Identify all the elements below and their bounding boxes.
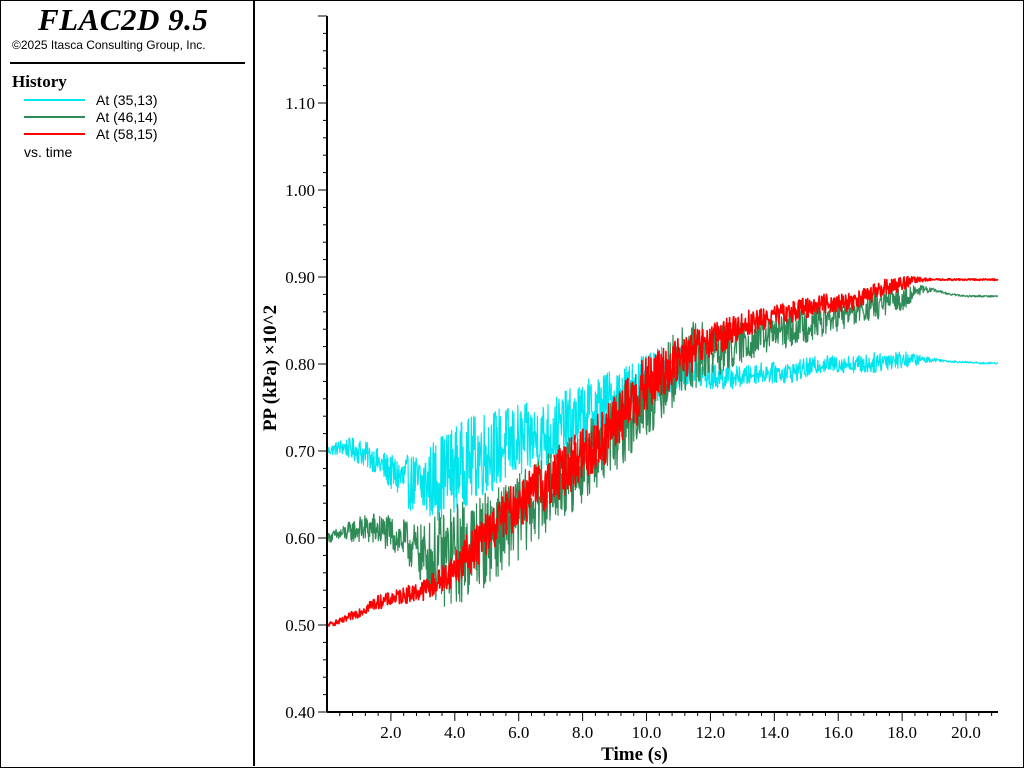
x-tick-label: 12.0	[696, 723, 726, 742]
x-tick-label: 6.0	[508, 723, 529, 742]
series-line-2	[326, 284, 999, 607]
legend-swatch-green	[24, 116, 85, 118]
legend-label: At (46,14)	[96, 109, 158, 125]
y-tick-label: 1.10	[285, 94, 315, 113]
app-title: FLAC2D 9.5	[38, 2, 209, 37]
y-tick-label: 0.90	[285, 268, 315, 287]
x-tick-label: 18.0	[887, 723, 917, 742]
x-tick-label: 14.0	[759, 723, 789, 742]
legend-panel: FLAC2D 9.5 ©2025 Itasca Consulting Group…	[0, 0, 255, 766]
y-tick-label: 0.80	[285, 355, 315, 374]
series-layer	[326, 275, 999, 627]
x-tick-label: 2.0	[380, 723, 401, 742]
x-tick-label: 8.0	[572, 723, 593, 742]
legend-label: At (35,13)	[96, 92, 158, 108]
legend-divider	[10, 62, 245, 64]
legend-swatch-cyan	[24, 99, 85, 101]
series-line-3	[326, 275, 999, 627]
legend-title: History	[12, 72, 67, 91]
history-chart: 0.40 0.50 0.60 0.70 0.80 0.90 1.00 1.10 2.0 4.0 6.…	[260, 15, 999, 765]
axes-layer	[318, 15, 998, 721]
x-tick-label: 16.0	[823, 723, 853, 742]
y-axis-title: PP (kPa) ×10^2	[260, 305, 281, 431]
legend-vs-label: vs. time	[24, 144, 73, 160]
x-tick-label: 20.0	[951, 723, 981, 742]
y-tick-label: 0.70	[285, 442, 315, 461]
y-tick-label: 0.40	[285, 703, 315, 722]
legend-swatch-red	[24, 133, 85, 135]
x-axis-title: Time (s)	[601, 744, 668, 765]
y-tick-label: 0.50	[285, 616, 315, 635]
x-tick-label: 4.0	[444, 723, 465, 742]
legend-label: At (58,15)	[96, 126, 158, 142]
x-tick-label: 10.0	[632, 723, 662, 742]
labels-layer: 0.40 0.50 0.60 0.70 0.80 0.90 1.00 1.10 2.0 4.0 6.…	[260, 94, 981, 765]
y-tick-label: 0.60	[285, 529, 315, 548]
copyright-text: ©2025 Itasca Consulting Group, Inc.	[12, 38, 206, 52]
y-tick-label: 1.00	[285, 181, 315, 200]
